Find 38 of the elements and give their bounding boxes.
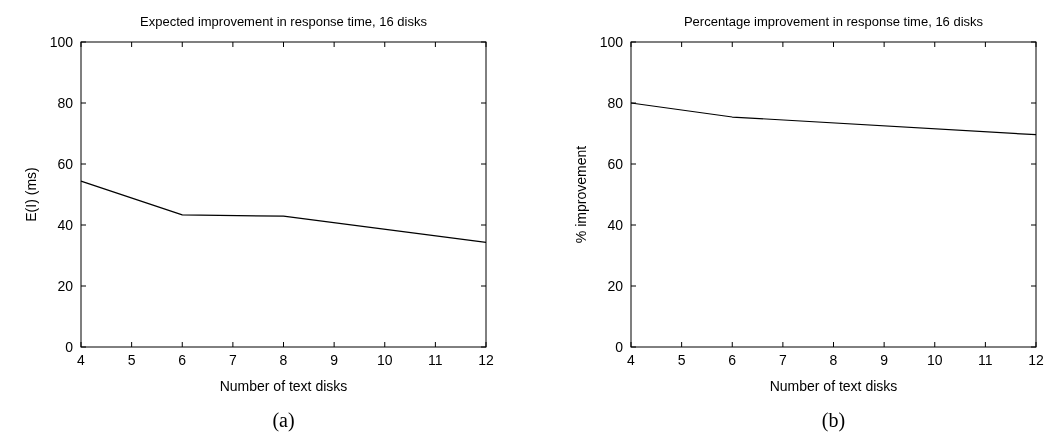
x-tick-label: 7: [778, 352, 787, 368]
x-axis-title: Number of text disks: [219, 378, 348, 394]
x-tick-label: 6: [728, 352, 737, 368]
x-tick-label: 9: [330, 352, 339, 368]
y-tick-label: 80: [57, 95, 74, 111]
y-tick-label: 40: [607, 217, 624, 233]
text: (a): [272, 409, 295, 432]
x-tick-label: 8: [829, 352, 838, 368]
x-tick-label: 9: [880, 352, 889, 368]
x-tick-label: 12: [478, 352, 494, 368]
chart-title: Expected improvement in response time, 16 disks: [140, 14, 428, 29]
y-tick-label: 60: [57, 156, 74, 172]
x-tick-label: 5: [677, 352, 686, 368]
text: (b): [821, 409, 846, 432]
y-tick-label: 20: [607, 278, 624, 294]
y-tick-label: 0: [615, 339, 624, 355]
x-tick-label: 5: [127, 352, 136, 368]
y-axis-title: % improvement: [573, 145, 589, 244]
x-tick-label: 11: [978, 352, 993, 368]
y-tick-label: 80: [607, 95, 624, 111]
y-tick-label: 20: [57, 278, 74, 294]
x-tick-label: 8: [279, 352, 288, 368]
x-tick-label: 4: [627, 352, 636, 368]
x-tick-label: 6: [178, 352, 187, 368]
x-tick-label: 10: [926, 352, 943, 368]
x-tick-label: 4: [77, 352, 86, 368]
x-tick-label: 7: [228, 352, 237, 368]
x-tick-label: 11: [428, 352, 443, 368]
y-tick-label: 100: [599, 34, 624, 50]
y-tick-label: 100: [49, 34, 74, 50]
x-axis-title: Number of text disks: [769, 378, 898, 394]
x-tick-label: 10: [376, 352, 393, 368]
chart-title: Percentage improvement in response time, 16 disks: [683, 14, 984, 29]
y-axis-title: E(I) (ms): [23, 167, 39, 222]
x-tick-label: 12: [1028, 352, 1044, 368]
y-tick-label: 0: [65, 339, 74, 355]
y-tick-label: 60: [607, 156, 624, 172]
y-tick-label: 40: [57, 217, 74, 233]
